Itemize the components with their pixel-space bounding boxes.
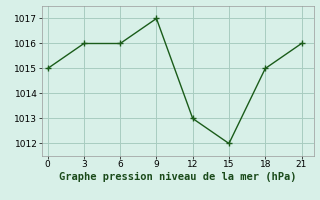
X-axis label: Graphe pression niveau de la mer (hPa): Graphe pression niveau de la mer (hPa) xyxy=(59,172,296,182)
